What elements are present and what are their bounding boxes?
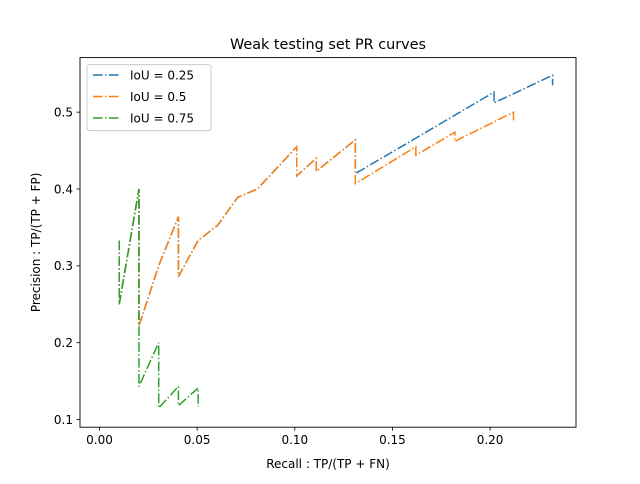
y-tick-label: 0.4 <box>54 182 73 196</box>
plot-lines <box>118 74 554 410</box>
x-tick-label: 0.00 <box>86 433 113 447</box>
series-line-2 <box>118 110 515 327</box>
x-tick-label: 0.20 <box>477 433 504 447</box>
plot-frame <box>79 57 577 428</box>
x-tick-label: 0.15 <box>379 433 406 447</box>
y-tick-label: 0.1 <box>54 413 73 427</box>
x-axis: 0.00 0.05 0.10 0.15 0.20 <box>86 427 503 447</box>
chart-title: Weak testing set PR curves <box>230 37 426 53</box>
x-tick-label: 0.05 <box>184 433 211 447</box>
y-tick-label: 0.3 <box>54 259 73 273</box>
legend: IoU = 0.25 IoU = 0.5 IoU = 0.75 <box>86 64 212 132</box>
y-tick-label: 0.2 <box>54 336 73 350</box>
legend-label-2: IoU = 0.5 <box>130 90 186 104</box>
x-tick-label: 0.10 <box>281 433 308 447</box>
y-axis-label: Precision : TP/(TP + FP) <box>29 173 43 313</box>
y-axis: 0.1 0.2 0.3 0.4 0.5 <box>54 105 80 427</box>
y-tick-label: 0.5 <box>54 105 73 119</box>
series-line-3 <box>118 188 199 410</box>
legend-box <box>86 64 212 132</box>
legend-label-3: IoU = 0.75 <box>130 111 194 125</box>
x-axis-label: Recall : TP/(TP + FN) <box>266 457 390 471</box>
legend-label-1: IoU = 0.25 <box>130 68 194 82</box>
